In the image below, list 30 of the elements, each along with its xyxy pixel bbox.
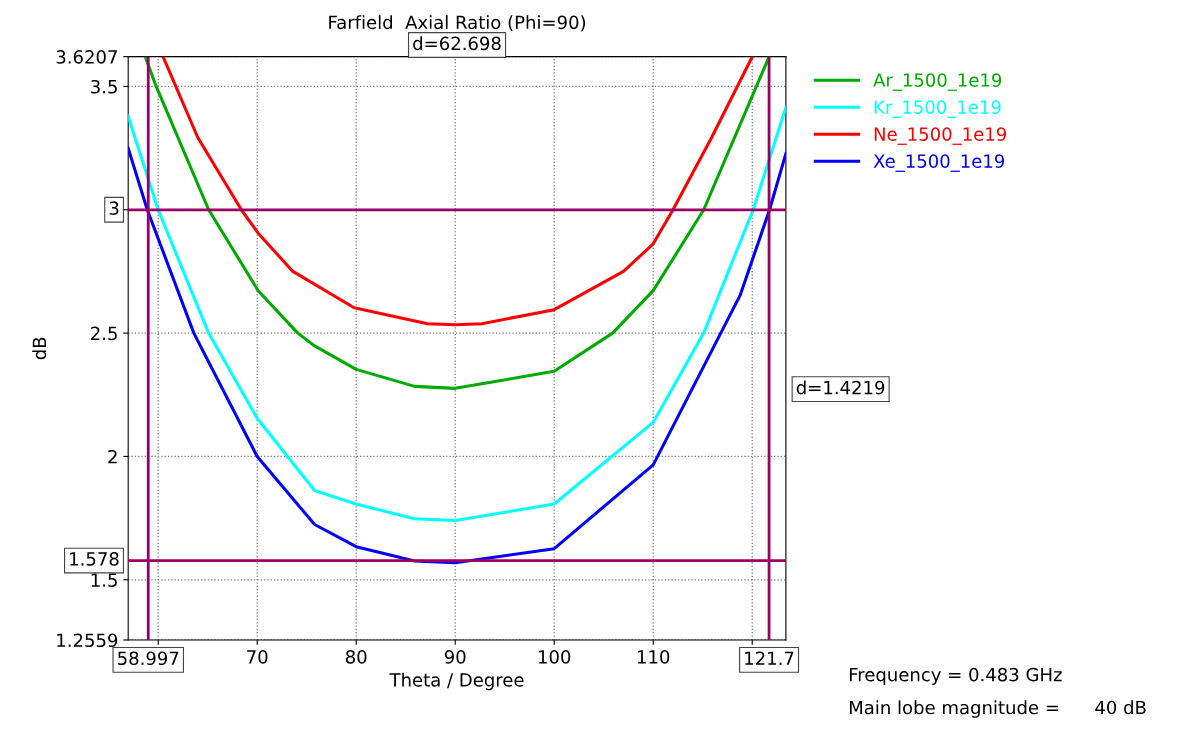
ref-line-label: 1.578 (70, 552, 119, 566)
text: Main lobe magnitude = 40 dB (849, 700, 1146, 718)
legend-label: Kr_1500_1e19 (874, 100, 1001, 118)
ref-line-label: 58.997 (118, 651, 179, 666)
text: Frequency = 0.483 GHz (849, 667, 1062, 685)
x-tick-label: 110 (637, 650, 670, 664)
line-series (128, 146, 786, 565)
y-tick-label: 3.6207 (56, 50, 117, 64)
legend-label: Xe_1500_1e19 (873, 154, 1005, 172)
x-tick-label: 90 (444, 650, 466, 664)
line-series (143, 56, 771, 390)
x-tick-label: 100 (538, 650, 571, 664)
ref-line-label: 3 (109, 201, 119, 215)
x-tick-label: 70 (247, 650, 268, 664)
legend-label: Ar_1500_1e19 (873, 73, 1002, 91)
y-tick-label: 2.5 (91, 326, 117, 341)
y-axis-title: dB (32, 337, 47, 360)
ref-line-label: 121.7 (745, 651, 794, 665)
x-tick-label: 80 (345, 650, 367, 664)
line-series (161, 56, 754, 327)
y-tick-label: 2 (108, 449, 117, 464)
text: d=1.4219 (796, 380, 885, 395)
text: d=62.698 (413, 36, 501, 51)
legend-label: Ne_1500_1e19 (874, 127, 1006, 145)
line-series (128, 106, 786, 523)
chart-title: Farfield Axial Ratio (Phi=90) (329, 15, 586, 32)
y-tick-label: 1.2559 (57, 633, 118, 648)
y-tick-label: 1.5 (91, 573, 117, 587)
y-tick-label: 3.5 (91, 79, 117, 94)
x-axis-title: Theta / Degree (389, 672, 524, 691)
